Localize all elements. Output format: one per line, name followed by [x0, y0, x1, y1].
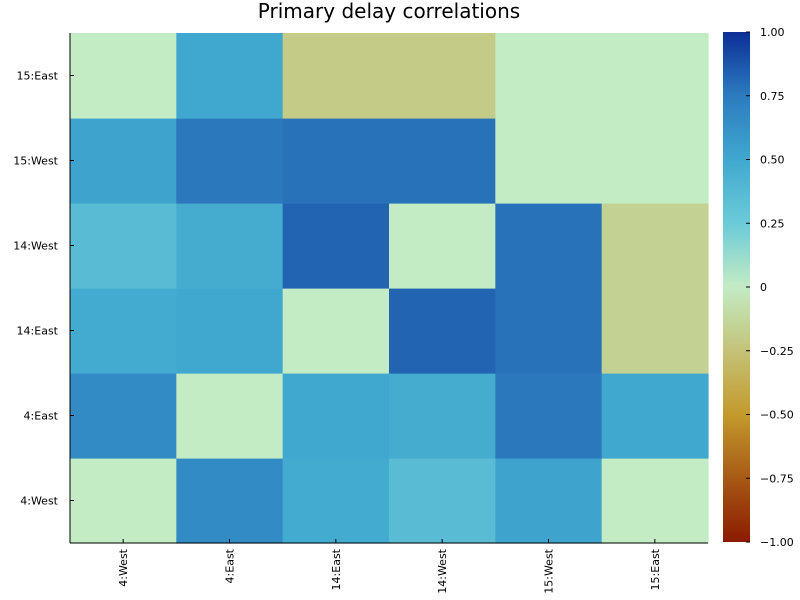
- heatmap-cell-14:West-15:West: [495, 203, 603, 289]
- heatmap-cell-15:East-15:West: [495, 33, 603, 119]
- heatmap-cell-15:East-14:West: [389, 33, 496, 119]
- x-tick-label: 15:West: [543, 548, 556, 593]
- heatmap-cell-14:West-4:East: [176, 203, 284, 289]
- y-tick-label: 4:East: [24, 410, 59, 423]
- colorbar-tick-label: 1.00: [760, 26, 785, 39]
- x-axis-ticks: 4:West 4:East 14:East 14:West 15:West 15:East: [117, 539, 662, 594]
- heatmap-cell-15:West-4:East: [176, 118, 284, 204]
- y-tick-label: 14:West: [13, 240, 58, 253]
- heatmap-cell-14:East-14:West: [389, 288, 496, 374]
- heatmap-cell-15:West-15:West: [495, 118, 603, 204]
- colorbar-tick-label: −0.75: [760, 472, 794, 485]
- heatmap-cell-4:East-14:West: [389, 373, 496, 459]
- x-tick-label: 14:West: [436, 548, 449, 593]
- colorbar-tick-label: −0.25: [760, 345, 794, 358]
- colorbar-tick-label: −0.50: [760, 409, 794, 422]
- heatmap-cell-4:East-4:West: [70, 373, 177, 459]
- heatmap-cell-4:West-15:West: [495, 458, 603, 544]
- heatmap-cell-4:East-14:East: [282, 373, 390, 459]
- colorbar-tick-label: 0.75: [760, 90, 785, 103]
- heatmap-cell-4:East-15:West: [495, 373, 603, 459]
- y-tick-label: 15:East: [17, 70, 59, 83]
- colorbar-tick-label: 0.25: [760, 217, 785, 230]
- heatmap-cell-15:East-4:West: [70, 33, 177, 119]
- chart-title: Primary delay correlations: [258, 0, 520, 23]
- x-tick-label: 4:East: [224, 548, 237, 583]
- y-tick-label: 15:West: [13, 155, 58, 168]
- axes: [69, 33, 708, 544]
- heatmap-cell-14:West-4:West: [70, 203, 177, 289]
- colorbar-tick-label: −1.00: [760, 536, 794, 549]
- y-tick-label: 14:East: [17, 325, 59, 338]
- heatmap-cell-14:East-15:West: [495, 288, 603, 374]
- heatmap-cell-15:East-14:East: [282, 33, 390, 119]
- heatmap-cell-4:East-15:East: [601, 373, 709, 459]
- heatmap-cell-15:East-4:East: [176, 33, 284, 119]
- heatmap-cell-15:West-15:East: [601, 118, 709, 204]
- heatmap-cell-4:West-15:East: [601, 458, 709, 544]
- x-tick-label: 4:West: [117, 548, 130, 586]
- heatmap-cell-4:East-4:East: [176, 373, 284, 459]
- heatmap-cell-4:West-14:West: [389, 458, 496, 544]
- colorbar: 1.00 0.75 0.50 0.25 0 −0.25 −0.50 −0.75 −1.00: [723, 26, 794, 549]
- colorbar-tick-label: 0: [760, 281, 767, 294]
- heatmap-cell-14:West-15:East: [601, 203, 709, 289]
- colorbar-tick-label: 0.50: [760, 154, 785, 167]
- heatmap-cell-4:West-4:West: [70, 458, 177, 544]
- heatmap-cells: [70, 33, 709, 544]
- heatmap-cell-14:West-14:West: [389, 203, 496, 289]
- heatmap-cell-14:East-4:West: [70, 288, 177, 374]
- heatmap-cell-4:West-14:East: [282, 458, 390, 544]
- colorbar-gradient: [723, 32, 750, 542]
- heatmap-cell-15:East-15:East: [601, 33, 709, 119]
- x-tick-label: 15:East: [649, 548, 662, 590]
- heatmap-cell-14:East-14:East: [282, 288, 390, 374]
- heatmap-cell-14:West-14:East: [282, 203, 390, 289]
- heatmap-cell-15:West-4:West: [70, 118, 177, 204]
- heatmap-cell-14:East-15:East: [601, 288, 709, 374]
- heatmap-cell-14:East-4:East: [176, 288, 284, 374]
- y-axis-ticks: 4:West 4:East 14:East 14:West 15:West 15:East: [13, 70, 74, 508]
- heatmap-cell-15:West-14:East: [282, 118, 390, 204]
- x-tick-label: 14:East: [330, 548, 343, 590]
- heatmap-cell-4:West-4:East: [176, 458, 284, 544]
- heatmap-cell-15:West-14:West: [389, 118, 496, 204]
- y-tick-label: 4:West: [20, 495, 58, 508]
